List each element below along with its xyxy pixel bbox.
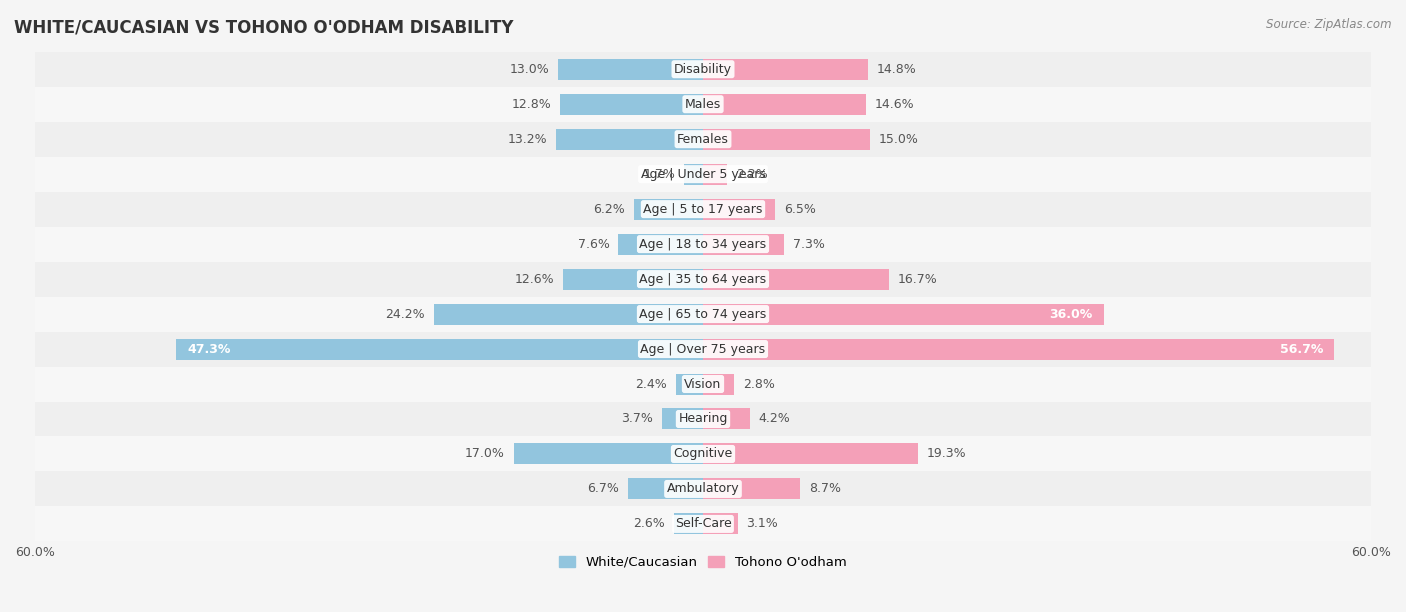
Text: 16.7%: 16.7% [898,272,938,286]
Bar [703,163,727,185]
Bar [673,513,703,534]
Bar [35,226,1371,261]
Bar [703,479,800,499]
Text: Females: Females [678,133,728,146]
Bar [703,338,1334,359]
Bar [703,129,870,150]
Text: Age | Under 5 years: Age | Under 5 years [641,168,765,181]
Text: Age | Over 75 years: Age | Over 75 years [641,343,765,356]
Text: 6.2%: 6.2% [593,203,626,215]
Text: 2.2%: 2.2% [737,168,768,181]
Text: Males: Males [685,98,721,111]
Text: 24.2%: 24.2% [385,308,425,321]
Bar [703,304,1104,324]
Bar [703,94,866,114]
Bar [35,401,1371,436]
Bar [35,87,1371,122]
Bar [703,513,738,534]
Text: Ambulatory: Ambulatory [666,482,740,496]
Text: Source: ZipAtlas.com: Source: ZipAtlas.com [1267,18,1392,31]
Bar [634,199,703,220]
Text: 36.0%: 36.0% [1049,308,1092,321]
Text: 3.1%: 3.1% [747,517,778,531]
Text: 6.7%: 6.7% [588,482,620,496]
Text: 56.7%: 56.7% [1279,343,1323,356]
Text: 1.7%: 1.7% [644,168,675,181]
Bar [35,436,1371,471]
Bar [35,297,1371,332]
Bar [35,367,1371,401]
Text: 7.3%: 7.3% [793,237,825,250]
Text: 8.7%: 8.7% [808,482,841,496]
Text: 14.6%: 14.6% [875,98,914,111]
Text: Disability: Disability [673,62,733,76]
Text: WHITE/CAUCASIAN VS TOHONO O'ODHAM DISABILITY: WHITE/CAUCASIAN VS TOHONO O'ODHAM DISABI… [14,18,513,36]
Text: 47.3%: 47.3% [187,343,231,356]
Text: 19.3%: 19.3% [927,447,966,460]
Bar [703,444,918,465]
Bar [35,261,1371,297]
Text: 17.0%: 17.0% [465,447,505,460]
Bar [558,59,703,80]
Bar [703,59,868,80]
Text: 12.8%: 12.8% [512,98,551,111]
Bar [703,269,889,289]
Bar [703,199,775,220]
Bar [176,338,703,359]
Bar [561,94,703,114]
Bar [35,122,1371,157]
Bar [662,408,703,430]
Text: 7.6%: 7.6% [578,237,609,250]
Bar [433,304,703,324]
Bar [703,373,734,395]
Bar [35,52,1371,87]
Text: Age | 35 to 64 years: Age | 35 to 64 years [640,272,766,286]
Legend: White/Caucasian, Tohono O'odham: White/Caucasian, Tohono O'odham [554,550,852,574]
Text: 2.4%: 2.4% [636,378,668,390]
Text: Vision: Vision [685,378,721,390]
Bar [555,129,703,150]
Text: Age | 18 to 34 years: Age | 18 to 34 years [640,237,766,250]
Text: Hearing: Hearing [678,412,728,425]
Text: 2.6%: 2.6% [633,517,665,531]
Bar [703,234,785,255]
Bar [35,157,1371,192]
Text: Self-Care: Self-Care [675,517,731,531]
Text: Cognitive: Cognitive [673,447,733,460]
Bar [619,234,703,255]
Bar [676,373,703,395]
Bar [35,507,1371,542]
Bar [35,332,1371,367]
Bar [562,269,703,289]
Bar [685,163,703,185]
Text: 3.7%: 3.7% [621,412,652,425]
Text: Age | 65 to 74 years: Age | 65 to 74 years [640,308,766,321]
Text: 14.8%: 14.8% [877,62,917,76]
Text: 12.6%: 12.6% [515,272,554,286]
Text: 15.0%: 15.0% [879,133,918,146]
Text: 13.0%: 13.0% [509,62,550,76]
Bar [35,471,1371,507]
Bar [35,192,1371,226]
Text: 13.2%: 13.2% [508,133,547,146]
Text: 6.5%: 6.5% [785,203,815,215]
Text: 4.2%: 4.2% [759,412,790,425]
Bar [513,444,703,465]
Bar [703,408,749,430]
Text: Age | 5 to 17 years: Age | 5 to 17 years [644,203,762,215]
Text: 2.8%: 2.8% [744,378,775,390]
Bar [628,479,703,499]
